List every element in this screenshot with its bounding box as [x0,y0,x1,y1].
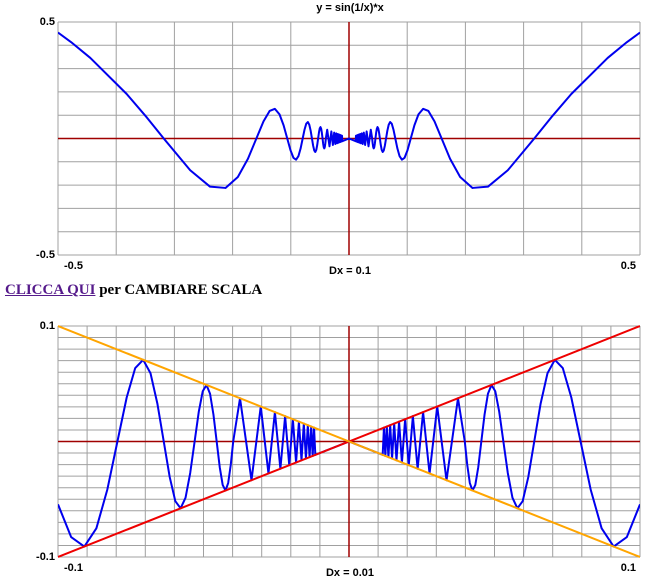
scale-link-line: CLICCA QUI per CAMBIARE SCALA [5,282,262,299]
y-tick-label: -0.1 [36,551,55,563]
y-tick-label: 0.5 [40,16,55,28]
y-tick-label: -0.5 [36,249,55,261]
x-axis-label: Dx = 0.01 [326,567,374,579]
curve [58,325,640,558]
scale-link[interactable]: CLICCA QUI [5,282,96,298]
x-tick-label: 0.5 [621,260,636,272]
x-tick-label: -0.1 [64,562,83,574]
x-axis-label: Dx = 0.1 [329,265,371,277]
x-tick-label: 0.1 [621,562,636,574]
chart-title: y = sin(1/x)*x [316,2,384,14]
curve [58,31,640,189]
x-tick-label: -0.5 [64,260,83,272]
link-suffix: per CAMBIARE SCALA [99,282,263,298]
y-tick-label: 0.1 [40,320,55,332]
